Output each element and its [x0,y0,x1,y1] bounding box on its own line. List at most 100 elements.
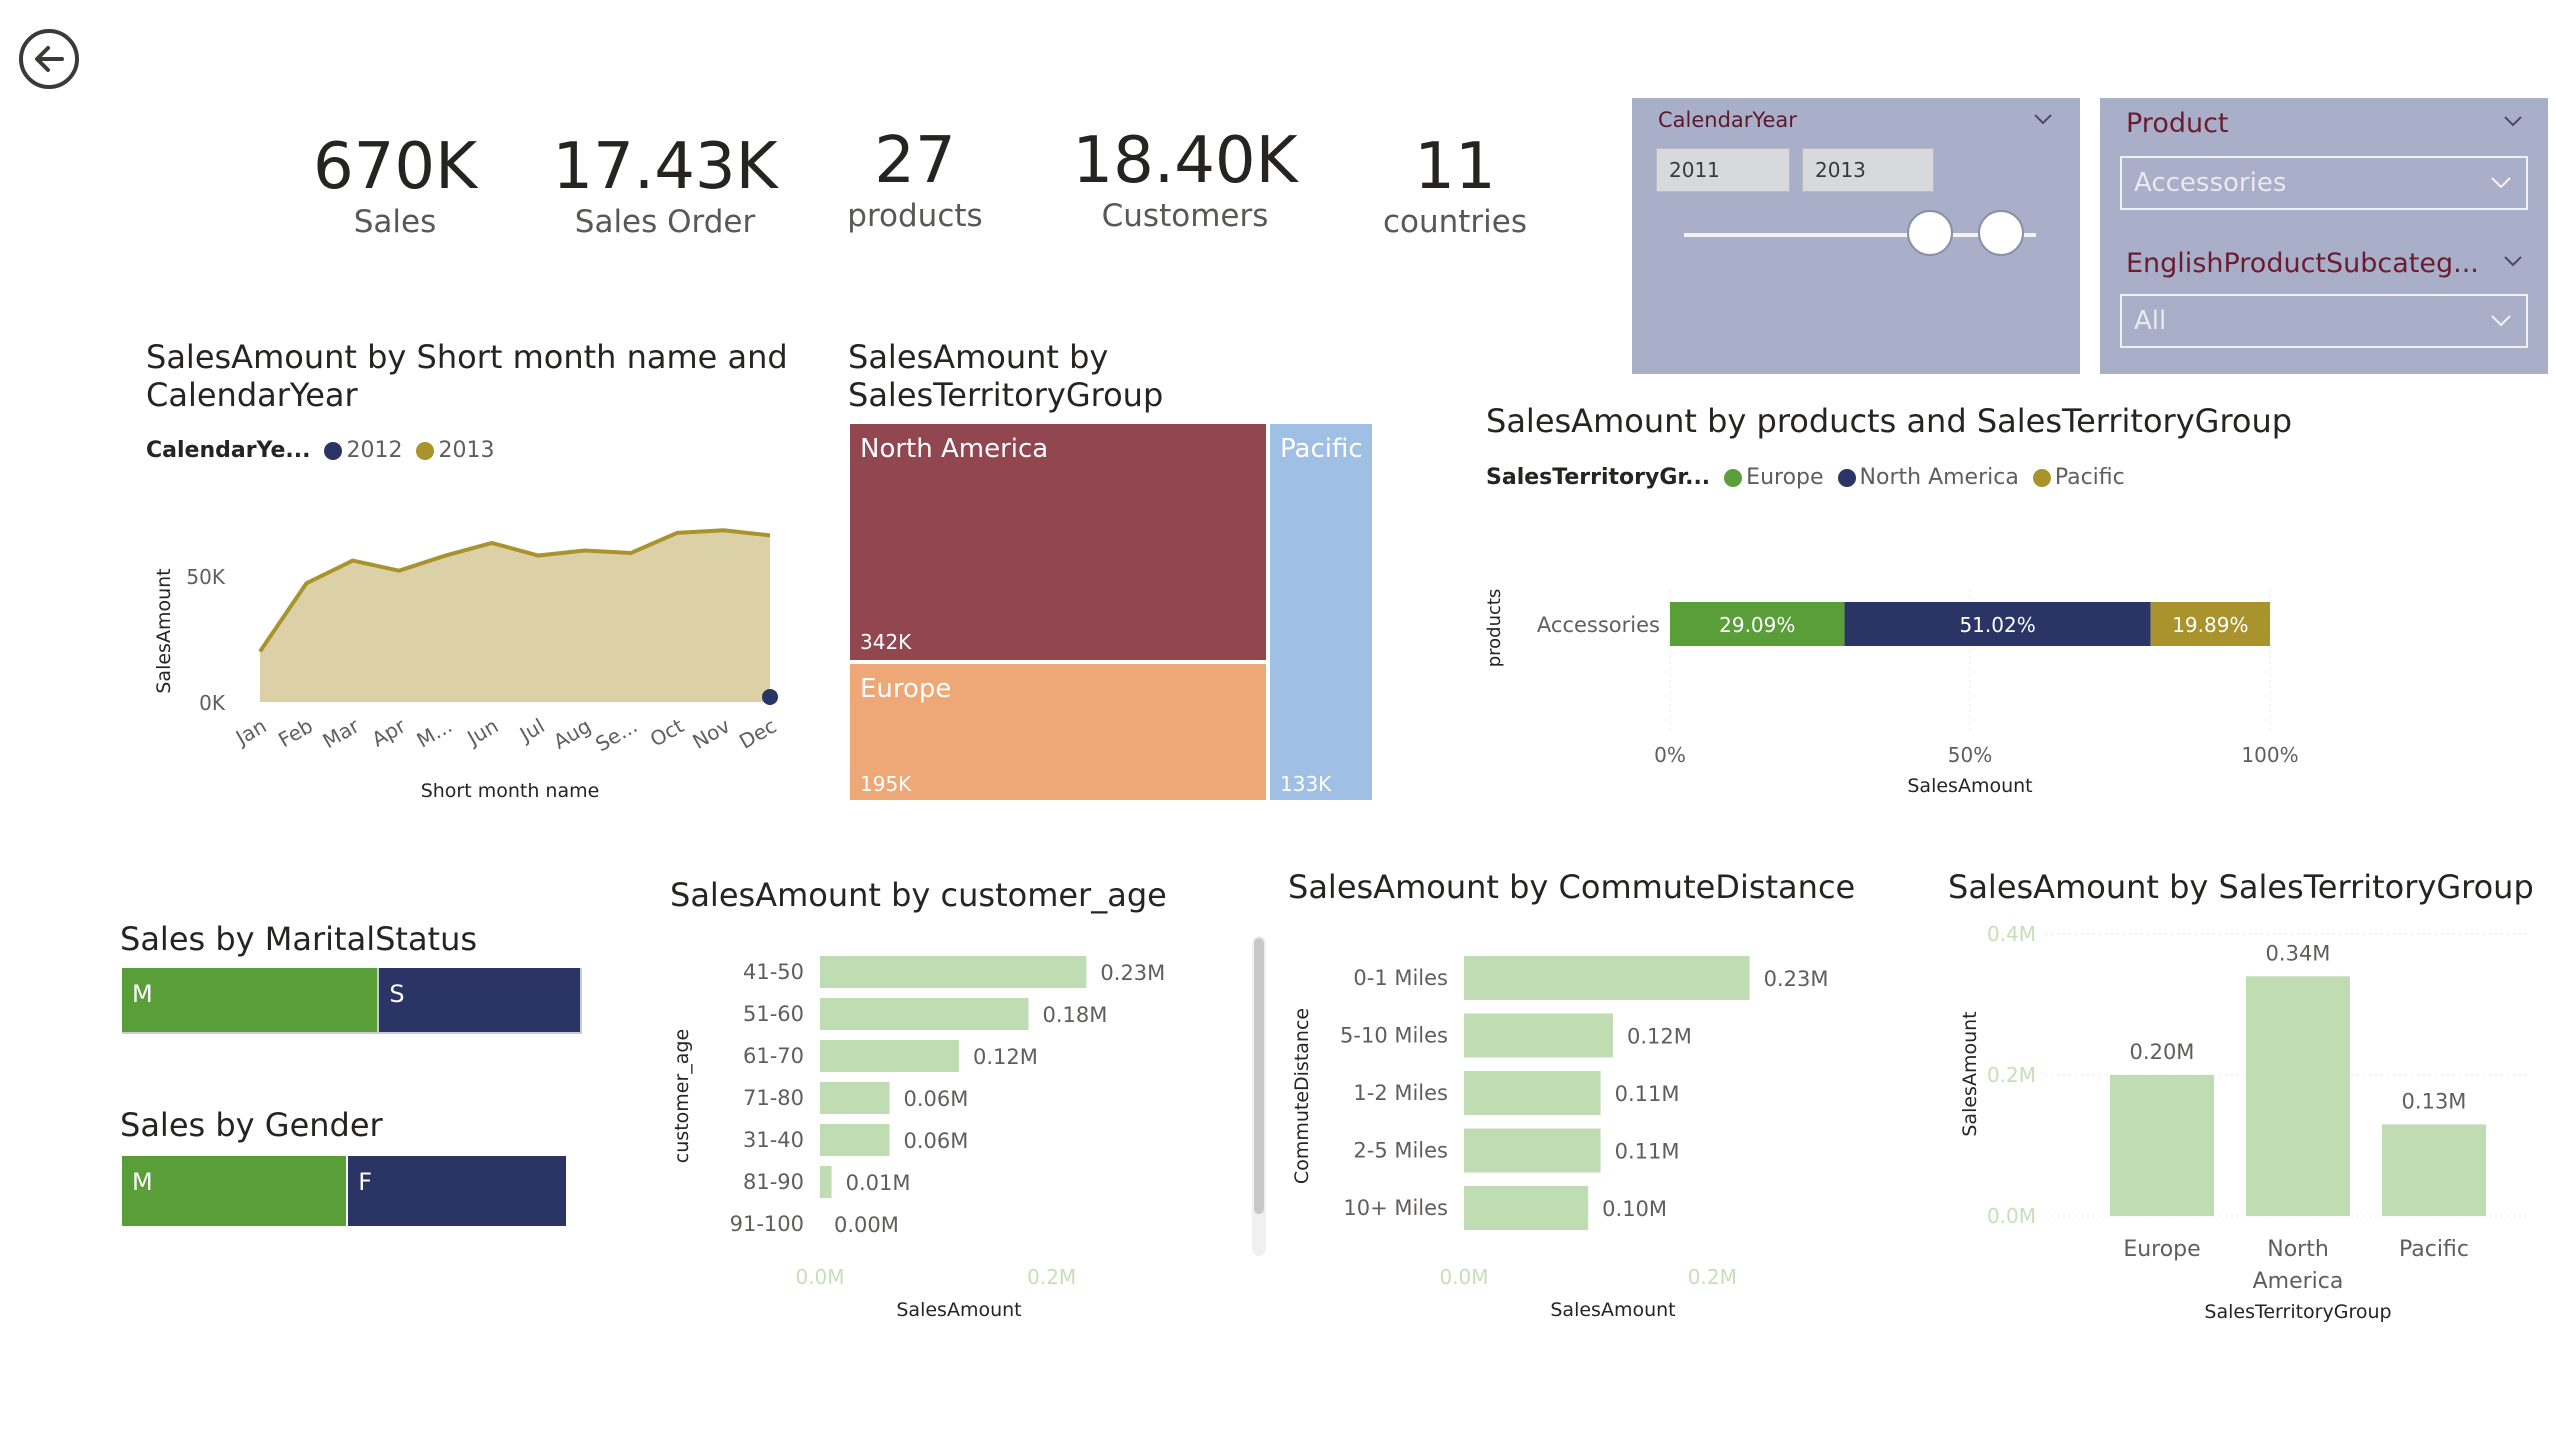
data-label: 0.01M [846,1171,911,1195]
kpi-value: 670K [312,130,478,204]
bar [1464,1071,1601,1115]
y-axis-title: SalesAmount [153,568,175,693]
treemap-cell-label: Europe [860,674,952,704]
calendar-year-slicer[interactable]: CalendarYear 2011 2013 [1632,98,2080,374]
chevron-down-icon [2491,315,2511,327]
slider-end-handle[interactable] [1977,210,2024,256]
marital-segment-s[interactable]: S [379,968,580,1032]
y-tick-label: 0.4M [1987,922,2036,946]
age-chart-scrollbar[interactable] [1252,936,1266,1256]
territory-chart-title: SalesAmount by SalesTerritoryGroup [1948,868,2534,906]
category-label: America [2253,1269,2344,1294]
start-year-input[interactable]: 2011 [1656,148,1790,192]
kpi-label: Sales Order [574,204,756,240]
column [2110,1075,2214,1216]
category-label: Pacific [2399,1237,2469,1262]
scrollbar-thumb[interactable] [1254,938,1264,1214]
slider-track[interactable] [1684,233,2036,237]
x-axis-title: SalesTerritoryGroup [2204,1301,2391,1323]
kpi-customers: 18.40K Customers [1060,124,1310,234]
data-label: 0.12M [1627,1025,1692,1049]
treemap-cell-pacific[interactable]: Pacific 133K [1270,424,1372,800]
category-label: North [2267,1237,2329,1262]
x-tick-label: 0.0M [1439,1265,1488,1289]
title-line: SalesAmount by Short month name and [146,338,788,376]
x-tick-label: 100% [2241,743,2298,767]
category-label: Europe [2123,1237,2200,1262]
treemap-cell-value: 342K [860,630,912,654]
x-tick-label: Jan [230,714,270,751]
kpi-countries: 11 countries [1350,130,1560,240]
product-slicer-title: Product [2126,108,2229,139]
treemap-cell-label: Pacific [1280,434,1363,464]
kpi-label: Customers [1101,198,1269,234]
category-label: 91-100 [730,1212,804,1236]
age-bar-chart: 41-50 0.23M 51-60 0.18M 61-70 0.12M 71-80 0.06M… [671,956,1165,1321]
marital-bar: M S [122,968,582,1034]
y-axis-title: SalesAmount [1959,1011,1981,1136]
category-label: 2-5 Miles [1353,1139,1448,1163]
marital-title: Sales by MaritalStatus [120,920,478,958]
x-tick-label: M... [412,714,455,753]
y-tick-label: 50K [186,565,225,589]
treemap-cell-europe[interactable]: Europe 195K [850,664,1266,800]
subcategory-slicer-title: EnglishProductSubcateg... [2126,248,2479,279]
gender-segment-m[interactable]: M [122,1156,347,1226]
treemap-cell-value: 133K [1280,772,1332,796]
stacked-bar-chart: 0% 50% 100% Accessories products 29.09% 51.02%… [1484,589,2299,797]
x-tick-label: Aug [549,714,595,754]
end-year-input[interactable]: 2013 [1802,148,1934,192]
line-chart: 50K 0K SalesAmount Jan Feb Mar Apr M... Jun Jul Au… [153,528,781,802]
slicer-title: CalendarYear [1658,108,1797,132]
category-label: 41-50 [743,960,804,984]
data-label: 0.34M [2266,941,2331,965]
y-axis-title: products [1484,589,1505,668]
point-2012 [762,688,778,705]
legend-item[interactable]: 2012 [324,438,402,463]
bar [1464,956,1750,1000]
chevron-down-icon[interactable] [2032,108,2054,130]
x-tick-label: Nov [688,713,734,753]
bar [820,998,1029,1030]
chevron-down-icon[interactable] [2502,110,2524,132]
y-tick-label: 0.2M [1987,1063,2036,1087]
x-tick-label: Feb [274,714,317,752]
kpi-label: Sales [353,204,437,240]
x-tick-label: 50% [1948,743,1992,767]
legend-item[interactable]: North America [1837,465,2019,490]
x-tick-label: Oct [646,713,688,751]
data-label: 0.13M [2402,1089,2467,1113]
territory-column-chart: 0.4M 0.2M 0.0M SalesAmount 0.20M 0.34M 0.13M Eu… [1959,922,2530,1323]
subcategory-dropdown[interactable]: All [2120,294,2528,348]
legend-label: 2013 [438,438,495,463]
treemap-cell-label: North America [860,434,1049,464]
category-label: 71-80 [743,1086,804,1110]
x-axis-title: SalesAmount [1907,775,2032,797]
legend-item[interactable]: Pacific [2032,465,2125,490]
legend-item[interactable]: 2013 [416,438,494,463]
chevron-down-icon[interactable] [2502,250,2524,272]
data-label: 0.23M [1100,961,1165,985]
data-label: 19.89% [2172,613,2248,637]
data-label: 0.11M [1615,1140,1680,1164]
product-dropdown[interactable]: Accessories [2120,156,2528,210]
line-series-2013 [258,528,771,653]
category-label: 51-60 [743,1002,804,1026]
slider-start-handle[interactable] [1907,210,1954,256]
gender-segment-f[interactable]: F [348,1156,566,1226]
kpi-label: countries [1382,204,1528,240]
treemap-cell-north-america[interactable]: North America 342K [850,424,1266,660]
legend-item[interactable]: Europe [1724,465,1824,490]
kpi-value: 17.43K [552,130,778,204]
bar [1464,1013,1613,1058]
y-tick-label: 0.0M [1987,1204,2036,1228]
back-arrow-icon[interactable] [18,28,80,90]
column [2246,976,2350,1216]
stacked-segment [1844,602,2151,646]
marital-segment-m[interactable]: M [122,968,378,1032]
y-axis-title: CommuteDistance [1291,1008,1313,1184]
legend-label: 2012 [346,438,403,463]
stacked-chart-title: SalesAmount by products and SalesTerrito… [1486,402,2293,440]
category-label: 0-1 Miles [1353,966,1448,990]
line-chart-legend: CalendarYe... 2012 2013 [146,438,508,463]
